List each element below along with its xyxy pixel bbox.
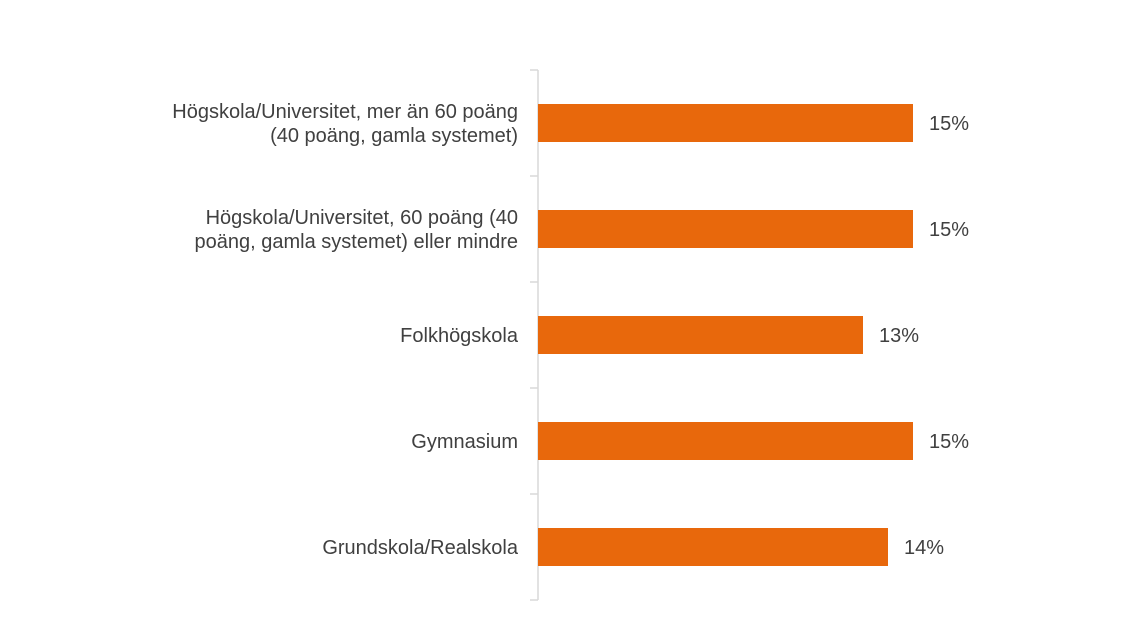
category-label-line: Högskola/Universitet, mer än 60 poäng — [172, 101, 518, 123]
bar — [538, 210, 913, 248]
bar — [538, 422, 913, 460]
category-label-line: (40 poäng, gamla systemet) — [270, 125, 518, 147]
category-label-line: Grundskola/Realskola — [322, 537, 519, 559]
category-label: Högskola/Universitet, 60 poäng (40 poäng,… — [195, 207, 518, 253]
category-label: Gymnasium — [411, 431, 518, 453]
category-label: Högskola/Universitet, mer än 60 poäng (40… — [172, 101, 518, 147]
bars — [538, 104, 913, 566]
category-label-line: Högskola/Universitet, 60 poäng (40 — [206, 207, 518, 229]
category-label: Grundskola/Realskola — [322, 537, 519, 559]
data-label: 13% — [879, 325, 919, 347]
data-label: 15% — [929, 219, 969, 241]
data-label: 14% — [904, 537, 944, 559]
category-label-line: poäng, gamla systemet) eller mindre — [195, 231, 518, 253]
category-label-line: Folkhögskola — [400, 325, 519, 347]
category-labels: Högskola/Universitet, mer än 60 poäng (40… — [172, 101, 519, 559]
category-label: Folkhögskola — [400, 325, 519, 347]
data-labels: 15% 15% 13% 15% 14% — [879, 113, 969, 559]
data-label: 15% — [929, 113, 969, 135]
bar — [538, 104, 913, 142]
category-axis-ticks — [530, 69, 538, 601]
data-label: 15% — [929, 431, 969, 453]
category-label-line: Gymnasium — [411, 431, 518, 453]
bar — [538, 316, 863, 354]
bar — [538, 528, 888, 566]
